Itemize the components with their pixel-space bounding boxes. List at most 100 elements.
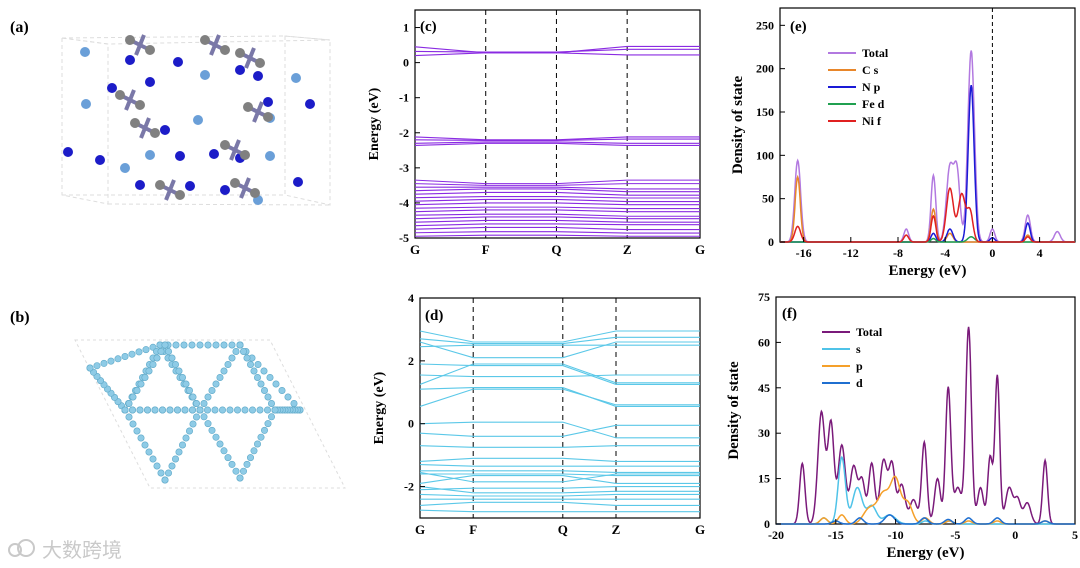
band-line — [419, 388, 700, 407]
lattice-node — [181, 406, 189, 414]
lattice-node — [129, 393, 137, 401]
band-line — [415, 186, 700, 190]
atom — [160, 125, 170, 135]
lattice-node — [165, 469, 173, 477]
kpoint-label: F — [482, 242, 490, 257]
band-line — [419, 387, 700, 407]
y-tick-label: 100 — [756, 148, 774, 162]
lattice-node — [250, 367, 258, 375]
x-axis-label: Energy (eV) — [889, 263, 967, 279]
lattice-node — [180, 341, 188, 349]
band-line — [419, 464, 700, 467]
lattice-node — [254, 440, 262, 448]
lattice-node — [100, 359, 108, 367]
kpoint-label: G — [695, 242, 705, 257]
lattice-node — [249, 406, 257, 414]
crystal-structure-a — [61, 34, 331, 206]
band-line — [419, 457, 700, 462]
lattice-node — [212, 433, 220, 441]
lattice-node — [121, 352, 129, 360]
atom — [209, 149, 219, 159]
bond — [139, 117, 151, 139]
band-line — [420, 470, 700, 473]
atom — [173, 57, 183, 67]
atom — [240, 150, 250, 160]
band-line — [414, 188, 700, 193]
lattice-node — [161, 341, 169, 349]
y-tick-label: 60 — [758, 335, 770, 349]
lattice-node — [175, 367, 183, 375]
lattice-node — [272, 380, 280, 388]
lattice-node — [168, 462, 176, 470]
lattice-node — [260, 426, 268, 434]
lattice-node — [141, 373, 149, 381]
band-line — [414, 198, 700, 203]
panel-label-d: (d) — [425, 308, 443, 324]
atom — [263, 112, 273, 122]
atom — [220, 140, 230, 150]
lattice-node — [188, 341, 196, 349]
x-tick-label: 0 — [1012, 528, 1018, 542]
dos-series-d — [776, 514, 1075, 525]
atom — [135, 180, 145, 190]
lattice-node — [182, 434, 190, 442]
lattice-node — [271, 406, 279, 414]
lattice-node — [219, 406, 227, 414]
bond — [239, 177, 251, 199]
lattice-node — [128, 350, 136, 358]
lattice-node — [133, 427, 141, 435]
dos-chart-e: -16 -12 -8 -4 0 4 0 50 100 150 200 250 Energy (eV) De… — [730, 7, 1076, 279]
bond — [209, 34, 221, 56]
lattice-node — [204, 341, 212, 349]
bond — [134, 34, 146, 56]
lattice-node — [243, 460, 251, 468]
lattice-node — [263, 406, 271, 414]
atom — [145, 150, 155, 160]
lattice-node — [186, 386, 194, 394]
lattice-node — [179, 373, 187, 381]
lattice-node — [224, 360, 232, 368]
y-tick-label: 150 — [756, 105, 774, 119]
lattice-node — [145, 448, 153, 456]
atom — [263, 97, 273, 107]
lattice-node — [220, 341, 228, 349]
lattice-node — [144, 406, 152, 414]
y-tick-label: -2 — [404, 480, 414, 494]
atom — [145, 77, 155, 87]
lattice-node — [264, 420, 272, 428]
lattice-node — [157, 347, 165, 355]
x-tick-label: 0 — [989, 246, 995, 260]
lattice-node — [284, 393, 292, 401]
y-tick-label: -5 — [399, 231, 409, 245]
lattice-node — [189, 420, 197, 428]
atom — [235, 65, 245, 75]
y-tick-label: 15 — [758, 472, 770, 486]
lattice-node — [228, 460, 236, 468]
plot-frame — [779, 7, 1076, 243]
legend-label: s — [856, 342, 861, 356]
lattice-node — [232, 467, 240, 475]
band-line — [419, 493, 700, 497]
y-tick-label: 4 — [408, 291, 414, 305]
band-line — [414, 209, 700, 213]
band-line — [414, 223, 700, 227]
lattice-node — [200, 413, 208, 421]
kpoint-label: Q — [551, 242, 561, 257]
atom — [150, 128, 160, 138]
lattice-node — [232, 347, 240, 355]
lattice-node — [236, 341, 244, 349]
atom — [305, 99, 315, 109]
bond — [124, 89, 136, 111]
band-line — [414, 213, 700, 217]
lattice-node — [172, 341, 180, 349]
band-line — [414, 196, 700, 199]
x-tick-label: -16 — [796, 246, 812, 260]
lattice-node — [189, 393, 197, 401]
lattice-node — [208, 386, 216, 394]
lattice-node — [133, 386, 141, 394]
lattice-node — [135, 348, 143, 356]
lattice-node — [228, 354, 236, 362]
y-tick-label: 45 — [758, 381, 770, 395]
lattice-node — [153, 462, 161, 470]
panel-label-e: (e) — [790, 19, 807, 35]
